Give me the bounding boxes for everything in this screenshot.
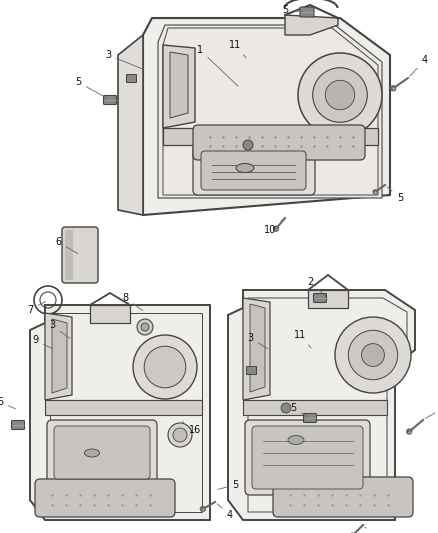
Text: 6: 6 bbox=[55, 237, 78, 254]
Polygon shape bbox=[308, 290, 348, 308]
FancyBboxPatch shape bbox=[300, 7, 314, 17]
Circle shape bbox=[281, 403, 291, 413]
Text: 3: 3 bbox=[247, 333, 268, 349]
Polygon shape bbox=[285, 15, 338, 35]
Text: 5: 5 bbox=[387, 187, 403, 203]
Text: 4: 4 bbox=[410, 55, 428, 76]
Text: 10: 10 bbox=[365, 527, 382, 533]
Circle shape bbox=[362, 344, 385, 366]
Bar bbox=[126, 74, 136, 82]
Text: 5: 5 bbox=[290, 403, 307, 417]
FancyBboxPatch shape bbox=[193, 125, 365, 160]
Ellipse shape bbox=[236, 164, 254, 173]
Polygon shape bbox=[250, 304, 265, 392]
Polygon shape bbox=[30, 305, 210, 520]
Text: 8: 8 bbox=[122, 293, 143, 310]
FancyBboxPatch shape bbox=[193, 145, 315, 195]
Text: 10: 10 bbox=[264, 220, 283, 235]
FancyBboxPatch shape bbox=[201, 151, 306, 190]
Circle shape bbox=[137, 319, 153, 335]
Text: 2: 2 bbox=[307, 277, 326, 296]
Text: 3: 3 bbox=[105, 50, 142, 69]
FancyBboxPatch shape bbox=[11, 421, 25, 430]
FancyBboxPatch shape bbox=[252, 426, 363, 489]
Polygon shape bbox=[45, 313, 72, 400]
Polygon shape bbox=[143, 18, 390, 215]
Circle shape bbox=[200, 506, 205, 512]
Circle shape bbox=[133, 335, 197, 399]
Text: 16: 16 bbox=[182, 422, 201, 435]
FancyBboxPatch shape bbox=[273, 477, 413, 517]
Bar bbox=[65, 230, 73, 280]
Polygon shape bbox=[228, 290, 415, 520]
Circle shape bbox=[313, 68, 367, 122]
Circle shape bbox=[141, 323, 149, 331]
FancyBboxPatch shape bbox=[314, 294, 326, 303]
Circle shape bbox=[273, 226, 279, 231]
Text: 11: 11 bbox=[294, 330, 311, 348]
Text: 5: 5 bbox=[0, 397, 15, 409]
Text: 7: 7 bbox=[27, 301, 46, 315]
Text: 5: 5 bbox=[282, 5, 304, 15]
Circle shape bbox=[298, 53, 382, 137]
Ellipse shape bbox=[85, 449, 99, 457]
Text: 5: 5 bbox=[75, 77, 108, 99]
Circle shape bbox=[373, 190, 377, 194]
Ellipse shape bbox=[288, 435, 304, 445]
Circle shape bbox=[407, 429, 412, 434]
FancyBboxPatch shape bbox=[62, 227, 98, 283]
FancyBboxPatch shape bbox=[47, 420, 157, 485]
Polygon shape bbox=[158, 25, 382, 198]
FancyBboxPatch shape bbox=[103, 95, 117, 104]
Text: 9: 9 bbox=[32, 335, 53, 349]
Polygon shape bbox=[243, 400, 387, 415]
Circle shape bbox=[325, 80, 355, 110]
FancyBboxPatch shape bbox=[245, 420, 370, 495]
Text: 5: 5 bbox=[218, 480, 238, 490]
Circle shape bbox=[335, 317, 411, 393]
Polygon shape bbox=[52, 319, 67, 393]
Circle shape bbox=[391, 86, 396, 91]
FancyBboxPatch shape bbox=[304, 414, 317, 423]
Polygon shape bbox=[243, 298, 270, 400]
Circle shape bbox=[173, 428, 187, 442]
Text: 1: 1 bbox=[197, 45, 238, 86]
Circle shape bbox=[144, 346, 186, 388]
FancyBboxPatch shape bbox=[35, 479, 175, 517]
Text: 4: 4 bbox=[217, 504, 233, 520]
Polygon shape bbox=[118, 35, 143, 215]
Circle shape bbox=[168, 423, 192, 447]
Text: 4: 4 bbox=[425, 403, 438, 418]
Text: 11: 11 bbox=[229, 40, 246, 58]
Polygon shape bbox=[170, 52, 188, 118]
Bar bbox=[246, 366, 256, 374]
Polygon shape bbox=[45, 400, 202, 415]
Polygon shape bbox=[163, 128, 378, 145]
Text: 3: 3 bbox=[49, 320, 70, 338]
Polygon shape bbox=[90, 305, 130, 323]
FancyBboxPatch shape bbox=[54, 426, 150, 479]
Circle shape bbox=[243, 140, 253, 150]
Circle shape bbox=[348, 330, 398, 379]
Polygon shape bbox=[163, 45, 195, 128]
